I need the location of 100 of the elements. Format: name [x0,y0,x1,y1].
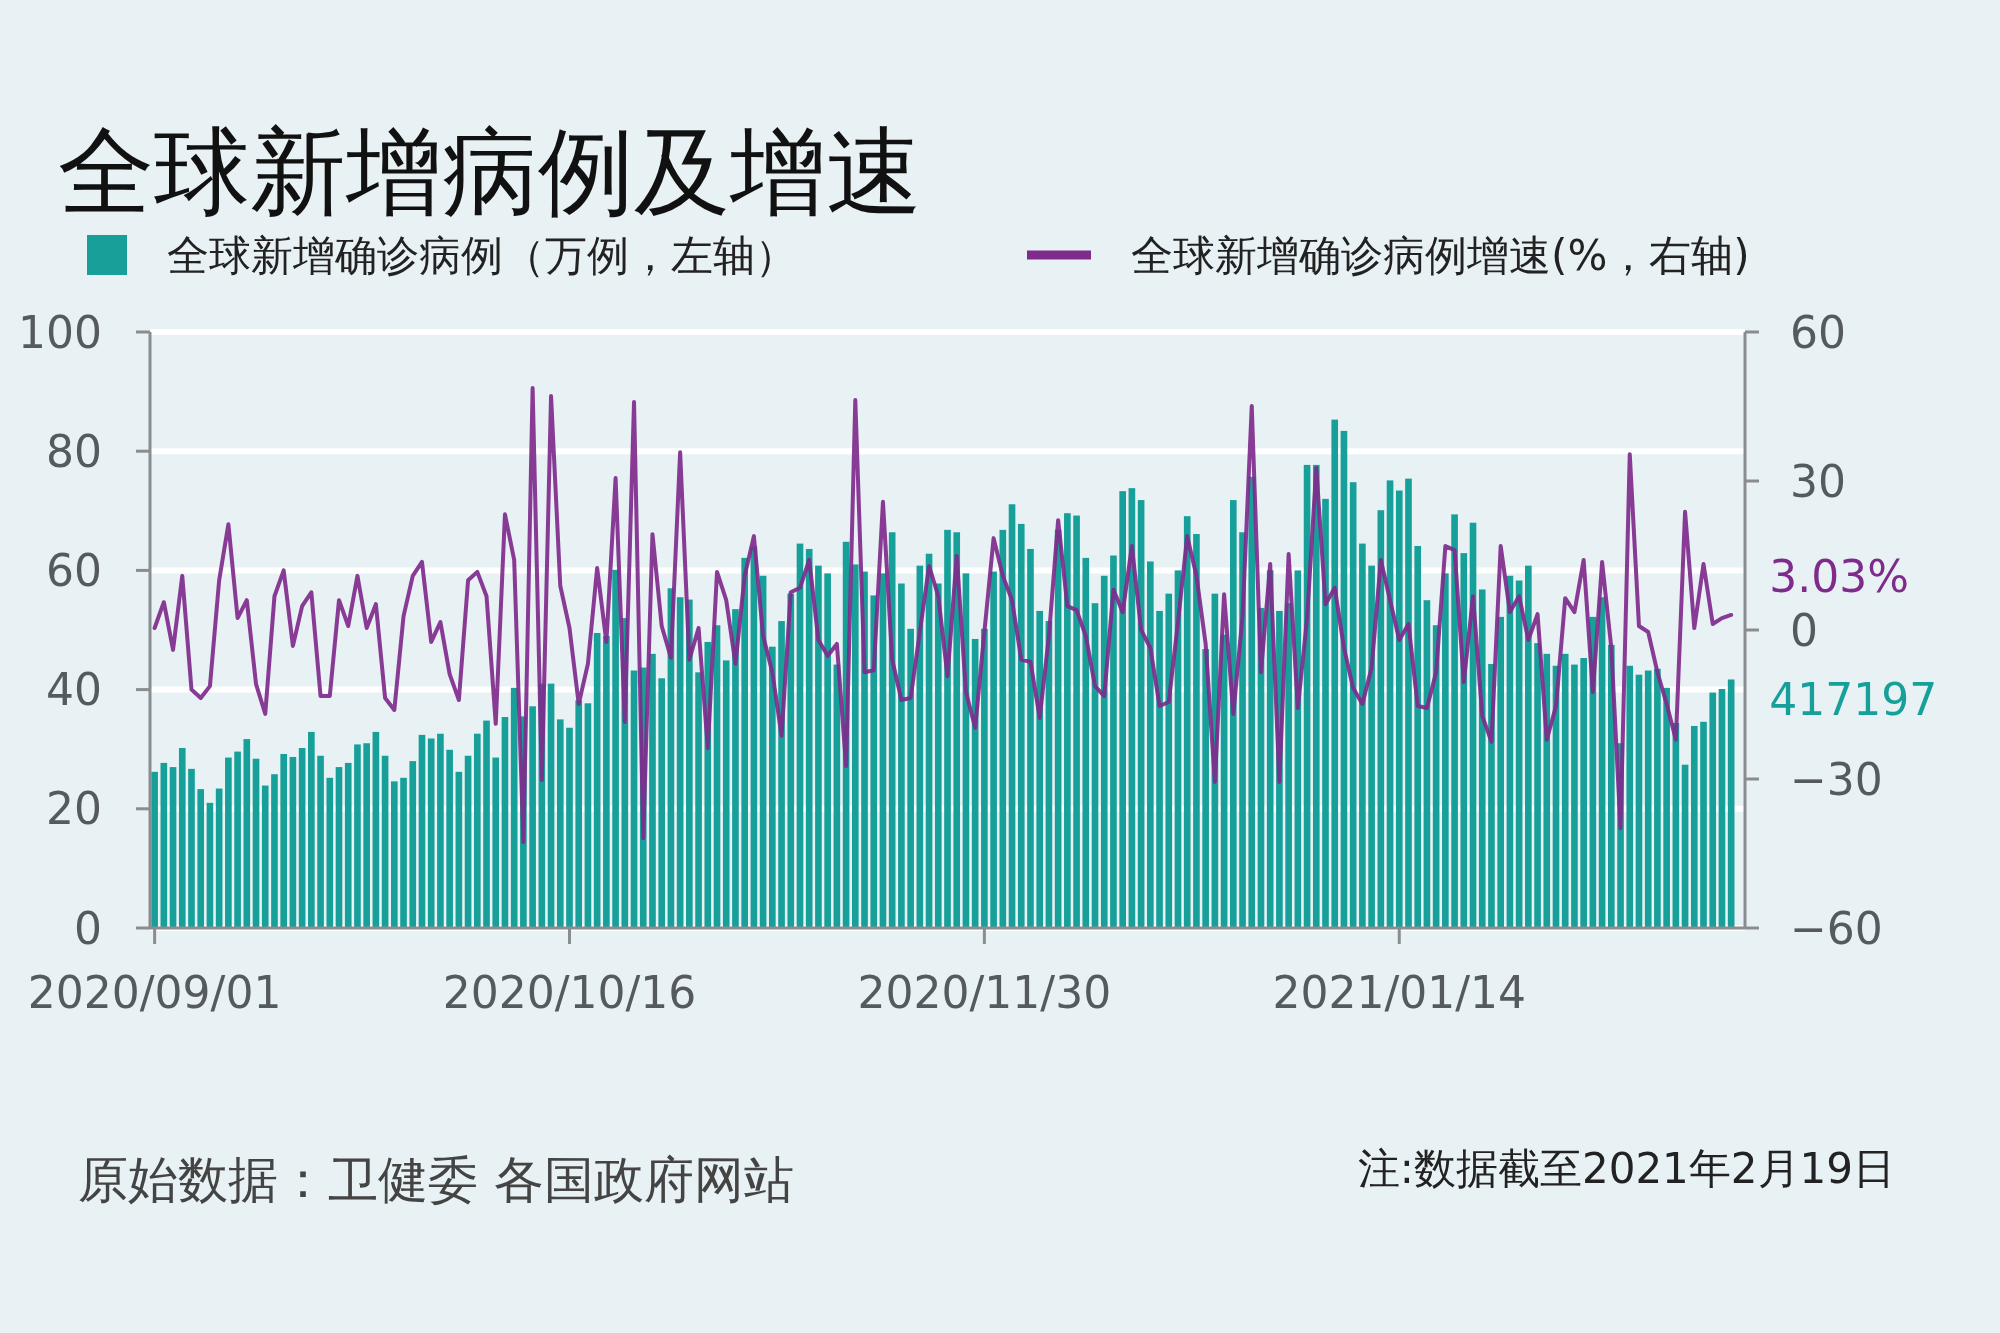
line-series [152,386,1734,845]
bar [1727,679,1735,928]
bar [298,748,306,928]
bar [492,757,500,928]
bar [1229,500,1237,928]
bar [787,593,795,928]
bar [1681,764,1689,928]
chart-title: 全球新增病例及增速 [58,116,922,228]
bar [1534,643,1541,928]
bar [981,628,988,928]
bar [1359,543,1366,928]
bar [1165,593,1173,928]
bar [1110,555,1117,928]
bar [372,731,380,928]
bar [1414,545,1422,928]
bar [722,660,730,928]
bar [630,670,638,928]
bar [805,548,813,928]
bar [1073,515,1080,928]
bar [1248,476,1256,928]
bar [1100,575,1108,928]
bar [409,761,417,928]
bar [169,767,177,928]
x-tick-label: 2020/11/30 [857,966,1112,1018]
bar [280,753,287,928]
bar [1183,516,1191,928]
bar [1036,610,1044,928]
bar [769,646,776,928]
bar [1654,668,1661,928]
bar [1626,665,1634,928]
bar [483,720,490,928]
bar [1718,689,1726,928]
y-tick-label: 20 [46,783,102,835]
legend-label: 全球新增确诊病例（万例，左轴） [167,230,797,280]
bar [1663,687,1670,928]
bar [271,774,278,928]
bar [391,781,398,928]
bar [741,557,748,928]
bar [1571,664,1578,928]
bar [1442,573,1449,928]
y2-tick-label: 60 [1790,306,1846,358]
bar [556,719,564,928]
bar [1451,514,1458,928]
bar [1700,721,1707,928]
bar [178,748,186,928]
bar [418,734,426,928]
x-tick-label: 2021/01/14 [1272,966,1527,1018]
y-tick-label: 80 [46,425,102,477]
bar [1331,419,1339,928]
bar [1478,589,1486,928]
bar [732,609,739,928]
x-tick-label: 2020/09/01 [27,966,282,1018]
bar [1561,653,1569,928]
text: 原始数据：卫健委 各国政府网站 [78,1151,794,1209]
bar [547,683,555,928]
x-tick-label: 2020/10/16 [442,966,697,1018]
bar [473,733,481,928]
annotation: 417197 [1769,673,1938,725]
bar [326,777,334,928]
bar [234,751,241,928]
bar [990,571,997,928]
bar [999,529,1007,928]
bar [510,687,518,928]
y-tick-label: 0 [74,902,102,954]
bar [151,771,158,928]
bar [1635,674,1643,928]
y2-tick-label: 0 [1790,604,1818,656]
bar [252,758,260,928]
bar [575,700,583,928]
bar [1405,478,1412,928]
bar [1368,565,1375,928]
bar [1322,498,1329,928]
bar [188,768,195,928]
bar [1156,610,1163,928]
bar [695,672,702,928]
data-label: 3.03% [1769,551,1909,603]
bar [225,757,232,928]
bar [1395,490,1403,928]
bar [1709,692,1717,928]
bar [1027,548,1034,928]
y-tick-label: 60 [46,544,102,596]
y-tick-label: 100 [18,306,102,358]
bar [824,573,831,928]
bar [584,703,592,928]
bar [851,564,859,928]
bar [907,628,914,928]
bar [243,739,251,928]
bar [1580,658,1587,928]
bar [566,727,573,928]
bar [381,755,389,928]
bar [603,635,610,928]
bar [354,744,361,928]
bar [206,802,214,928]
bar [898,583,905,928]
bar [815,565,822,928]
bar [529,706,536,928]
bar [1147,561,1154,928]
bar [464,755,472,928]
bar [261,785,269,928]
bar [1285,603,1292,928]
